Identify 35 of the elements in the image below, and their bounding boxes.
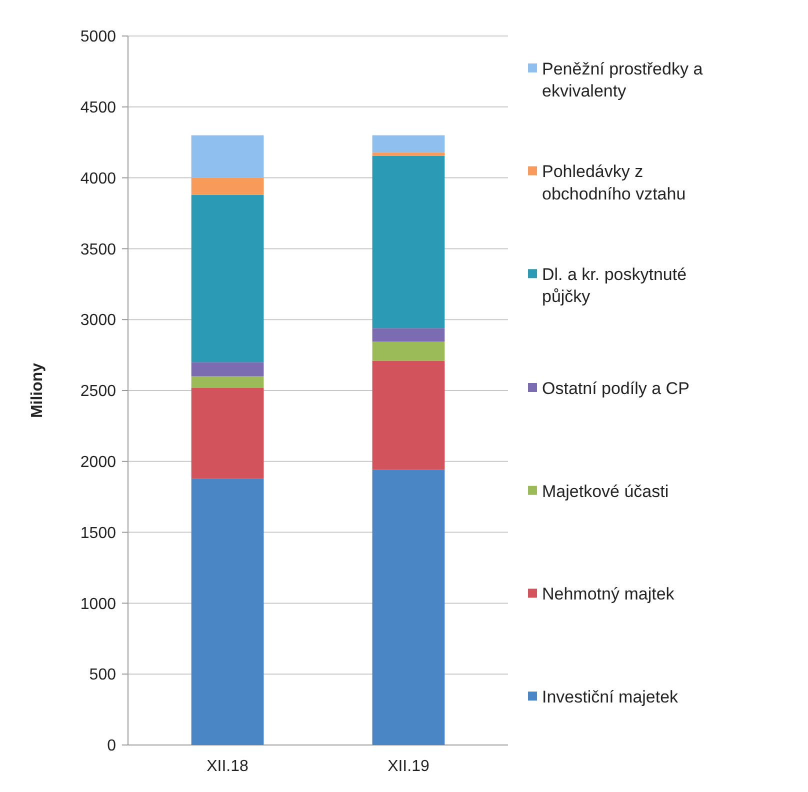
bar xyxy=(191,135,264,178)
y-tick-label: 4000 xyxy=(80,170,116,188)
y-tick-label: 0 xyxy=(107,738,116,755)
bar xyxy=(372,342,445,361)
y-tick-label: 500 xyxy=(89,666,116,684)
bar xyxy=(372,328,445,342)
y-tick-label: 3500 xyxy=(80,241,116,258)
y-tick-label: 4500 xyxy=(80,100,116,116)
legend-label: Dl. a kr. poskytnuté půjčky xyxy=(542,265,687,306)
bar xyxy=(372,152,445,156)
legend-label: Pohledávky z obchodního vztahu xyxy=(542,162,686,204)
legend-label: Majetkové účasti xyxy=(542,482,669,501)
legend-label: Investiční majetek xyxy=(542,688,679,707)
bar xyxy=(191,376,264,388)
bar xyxy=(191,478,264,745)
bar xyxy=(372,135,445,152)
y-tick-label: 5000 xyxy=(80,28,116,46)
x-tick-label: XII.18 xyxy=(206,758,249,775)
bar xyxy=(372,470,445,745)
x-tick-label: XII.19 xyxy=(388,758,430,775)
y-tick-label: 2000 xyxy=(80,454,116,471)
legend-label: Ostatní podíly a CP xyxy=(542,378,690,398)
y-tick-label: 1000 xyxy=(80,596,116,613)
bar xyxy=(191,388,264,478)
bar xyxy=(191,194,264,362)
y-tick-label: 3000 xyxy=(80,312,116,330)
y-tick-label: 1500 xyxy=(80,524,116,542)
bar xyxy=(191,362,264,376)
bar xyxy=(191,178,264,195)
y-axis-title: Miliony xyxy=(29,362,46,418)
legend-label: Nehmotný majtek xyxy=(542,584,675,604)
bar xyxy=(372,360,445,470)
bar xyxy=(372,156,445,328)
legend-label: Peněžní prostředky a ekvivalenty xyxy=(542,59,704,100)
y-tick-label: 2500 xyxy=(80,383,116,400)
